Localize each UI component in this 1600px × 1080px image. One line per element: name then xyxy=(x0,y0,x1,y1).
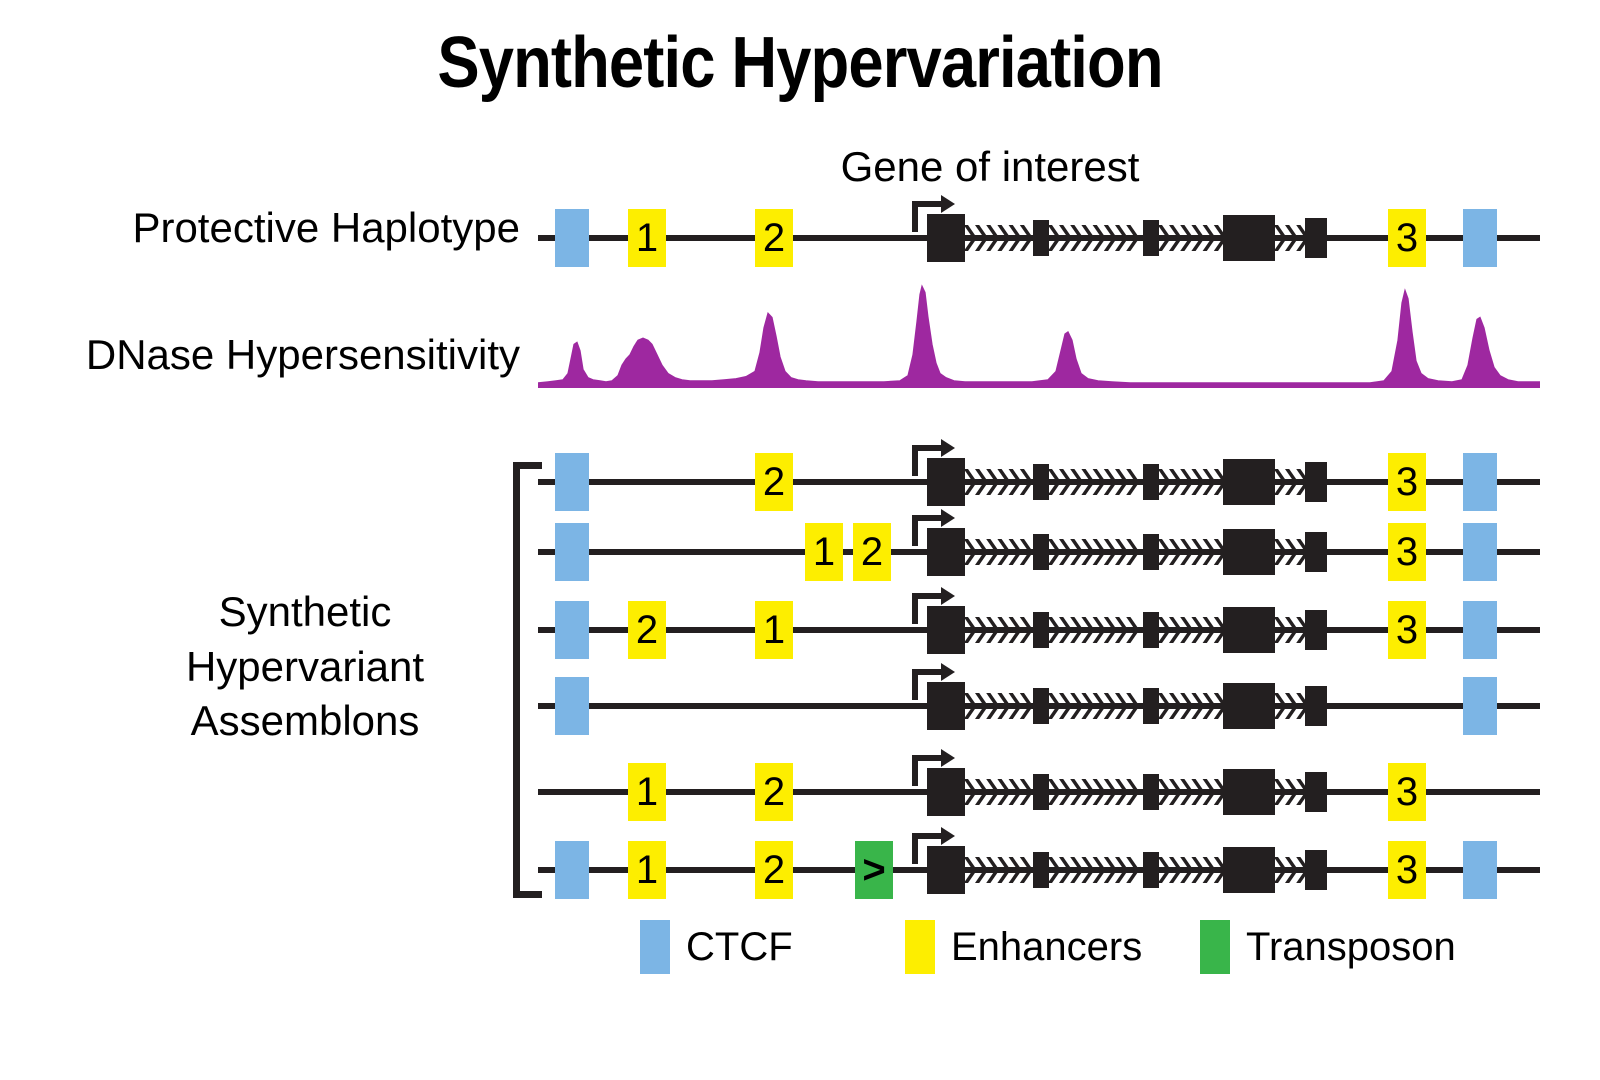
enhancer-number: 1 xyxy=(812,530,836,574)
ctcf-left-marker[interactable] xyxy=(555,523,589,581)
enhancer-number: 2 xyxy=(762,460,786,504)
gene-model xyxy=(899,195,1333,276)
gene-of-interest-label: Gene of interest xyxy=(840,143,1140,190)
enhancer-2-marker[interactable]: 2 xyxy=(755,841,793,899)
enhancer-2-marker[interactable]: 2 xyxy=(853,523,891,581)
ctcf-left-marker[interactable] xyxy=(555,601,589,659)
enhancer-number: 3 xyxy=(1395,848,1419,892)
gene-model xyxy=(899,749,1333,830)
ctcf-right-marker[interactable] xyxy=(1463,841,1497,899)
enhancer-number: 1 xyxy=(762,608,786,652)
legend-transposon-label: Transposon xyxy=(1246,924,1456,969)
gene-model xyxy=(899,509,1333,590)
enhancer-1-marker[interactable]: 1 xyxy=(628,763,666,821)
gene-model xyxy=(899,439,1333,520)
enhancer-2-marker[interactable]: 2 xyxy=(755,209,793,267)
enhancer-1-marker[interactable]: 1 xyxy=(628,209,666,267)
legend-enhancers: Enhancers xyxy=(905,920,1142,974)
legend-enhancers-label: Enhancers xyxy=(951,924,1143,969)
gene-model xyxy=(899,663,1333,744)
enhancer-number: 3 xyxy=(1395,216,1419,260)
assemblon-row-3: 2 1 3 xyxy=(538,587,1540,668)
enhancer-number: 1 xyxy=(635,848,659,892)
assemblon-row-6: 1 2 >3 xyxy=(538,827,1540,908)
enhancer-2-marker[interactable]: 2 xyxy=(755,763,793,821)
gene-model xyxy=(899,827,1333,908)
assemblons-label-line-3: Assemblons xyxy=(190,697,420,745)
enhancer-2-marker[interactable]: 2 xyxy=(755,453,793,511)
legend-enhancers-swatch xyxy=(905,920,935,974)
enhancer-number: 2 xyxy=(860,530,884,574)
ctcf-right-marker[interactable] xyxy=(1463,523,1497,581)
enhancer-number: 3 xyxy=(1395,460,1419,504)
enhancer-number: 1 xyxy=(635,770,659,814)
enhancer-number: 2 xyxy=(762,770,786,814)
enhancer-1-marker[interactable]: 1 xyxy=(628,841,666,899)
legend-ctcf-swatch xyxy=(640,920,670,974)
enhancer-3-marker[interactable]: 3 xyxy=(1388,841,1426,899)
enhancer-1-marker[interactable]: 1 xyxy=(755,601,793,659)
ctcf-right-marker[interactable] xyxy=(1463,453,1497,511)
enhancer-number: 3 xyxy=(1395,770,1419,814)
enhancer-3-marker[interactable]: 3 xyxy=(1388,763,1426,821)
assemblon-group-bracket xyxy=(513,462,542,898)
assemblons-label-line-1: Synthetic xyxy=(218,588,392,635)
enhancer-number: 3 xyxy=(1395,608,1419,652)
transposon-marker[interactable]: > xyxy=(855,841,893,899)
gene-model xyxy=(899,587,1333,668)
ctcf-right-marker[interactable] xyxy=(1463,209,1497,267)
dnase-hypersensitivity-label: DNase Hypersensitivity xyxy=(85,331,520,378)
ctcf-left-marker[interactable] xyxy=(555,677,589,735)
ctcf-left-marker[interactable] xyxy=(555,209,589,267)
assemblon-row-5: 1 2 3 xyxy=(538,749,1540,830)
legend-transposon: Transposon xyxy=(1200,920,1456,974)
enhancer-3-marker[interactable]: 3 xyxy=(1388,453,1426,511)
assemblons-label-line-2: Hypervariant xyxy=(185,642,425,690)
ctcf-left-marker[interactable] xyxy=(555,453,589,511)
assemblon-row-4 xyxy=(538,663,1540,744)
enhancer-number: 2 xyxy=(762,216,786,260)
enhancer-1-marker[interactable]: 1 xyxy=(805,523,843,581)
ctcf-left-marker[interactable] xyxy=(555,841,589,899)
enhancer-3-marker[interactable]: 3 xyxy=(1388,523,1426,581)
enhancer-number: 1 xyxy=(635,216,659,260)
enhancer-3-marker[interactable]: 3 xyxy=(1388,601,1426,659)
legend: CTCF Enhancers Transposon xyxy=(640,920,1500,978)
assemblons-label: Synthetic Hypervariant Assemblons xyxy=(140,585,470,749)
ctcf-right-marker[interactable] xyxy=(1463,677,1497,735)
enhancer-2-marker[interactable]: 2 xyxy=(628,601,666,659)
protective-haplotype-label: Protective Haplotype xyxy=(132,204,520,251)
enhancer-number: 3 xyxy=(1395,530,1419,574)
enhancer-number: 2 xyxy=(635,608,659,652)
dnase-signal-track xyxy=(538,278,1540,390)
legend-ctcf: CTCF xyxy=(640,920,793,974)
page-title: Synthetic Hypervariation xyxy=(437,23,1163,103)
enhancer-3-marker[interactable]: 3 xyxy=(1388,209,1426,267)
legend-transposon-swatch xyxy=(1200,920,1230,974)
ctcf-right-marker[interactable] xyxy=(1463,601,1497,659)
protective-haplotype-track: 1 2 3 xyxy=(538,195,1540,276)
transposon-chevron-icon: > xyxy=(862,848,886,892)
legend-ctcf-label: CTCF xyxy=(686,924,793,969)
enhancer-number: 2 xyxy=(762,848,786,892)
